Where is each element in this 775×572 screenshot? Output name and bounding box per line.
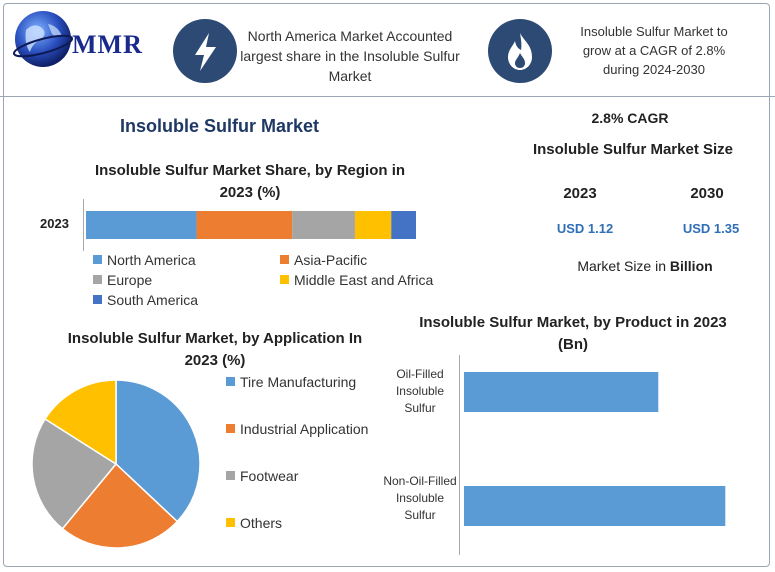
legend-item-asia-pacific: Asia-Pacific [280, 252, 367, 268]
legend-label: North America [107, 252, 196, 268]
legend-label: South America [107, 292, 199, 308]
year-2030-label: 2030 [690, 185, 724, 202]
legend-label: Europe [107, 272, 153, 288]
legend-label: Middle East and Africa [294, 272, 434, 288]
legend-swatch [93, 295, 102, 304]
bar-segment-europe [292, 211, 355, 239]
legend-label: Industrial Application [240, 421, 369, 437]
year-2023-label: 2023 [563, 185, 597, 202]
legend-swatch [93, 275, 102, 284]
region-chart-title: Insoluble Sulfur Market Share, by Region… [94, 162, 406, 201]
product-bar-oil-filled-insoluble-sulfur [464, 372, 659, 412]
pie-slice-others [44, 379, 117, 466]
globe-logo-icon [12, 11, 74, 67]
flame-icon [488, 19, 552, 83]
bar-segment-middle-east-and-africa [354, 211, 392, 239]
legend-item-industrial-application: Industrial Application [226, 421, 368, 437]
legend-swatch [226, 424, 235, 433]
unit-bold: Billion [669, 258, 713, 274]
product-bar-non-oil-filled-insoluble-sulfur [464, 486, 726, 526]
market-size-2023-value: USD 1.12 [556, 221, 614, 236]
legend-label: Tire Manufacturing [240, 374, 357, 390]
market-size-unit-note: Market Size in Billion [550, 258, 740, 274]
application-pie-chart [31, 379, 201, 549]
region-chart-axis [83, 199, 84, 251]
bar-segment-asia-pacific [196, 211, 293, 239]
highlight-text-2: Insoluble Sulfur Market to grow at a CAG… [580, 24, 728, 77]
product-chart-axis [459, 355, 460, 555]
legend-item-europe: Europe [93, 272, 152, 288]
bar-segment-north-america [86, 211, 197, 239]
legend-label: Others [240, 515, 283, 531]
market-size-title: Insoluble Sulfur Market Size [532, 141, 734, 158]
legend-item-north-america: North America [93, 252, 196, 268]
pie-slice-industrial-application [61, 462, 179, 549]
legend-swatch [280, 275, 289, 284]
legend-swatch [226, 471, 235, 480]
legend-item-tire-manufacturing: Tire Manufacturing [226, 374, 356, 390]
legend-swatch [226, 518, 235, 527]
pie-slice-tire-manufacturing [115, 379, 201, 523]
main-title: Insoluble Sulfur Market [120, 116, 320, 136]
legend-swatch [93, 255, 102, 264]
product-category-label-oil-filled: Oil-Filled Insoluble Sulfur [395, 367, 445, 415]
legend-label: Asia-Pacific [294, 252, 368, 268]
legend-item-others: Others [226, 515, 282, 531]
region-stacked-bar [86, 211, 416, 239]
legend-item-south-america: South America [93, 292, 198, 308]
cagr-label: 2.8% CAGR [591, 110, 669, 126]
product-bar-chart [464, 372, 726, 526]
legend-item-middle-east-and-africa: Middle East and Africa [280, 272, 433, 288]
unit-prefix: Market Size in [577, 258, 670, 274]
legend-swatch [280, 255, 289, 264]
bar-segment-south-america [391, 211, 416, 239]
lightning-bolt-icon [173, 19, 237, 83]
highlight-text-1: North America Market Accounted largest s… [240, 28, 460, 84]
legend-swatch [226, 377, 235, 386]
region-chart-category-label: 2023 [40, 216, 69, 231]
header-divider [0, 96, 775, 97]
legend-label: Footwear [240, 468, 299, 484]
legend-item-footwear: Footwear [226, 468, 298, 484]
product-chart-title: Insoluble Sulfur Market, by Product in 2… [419, 314, 727, 353]
pie-slice-footwear [31, 417, 118, 530]
logo-text: MMR [72, 30, 143, 59]
application-chart-title: Insoluble Sulfur Market, by Application … [67, 330, 363, 369]
product-category-label-non-oil-filled: Non-Oil-Filled Insoluble Sulfur [383, 474, 457, 522]
market-size-2030-value: USD 1.35 [682, 221, 740, 236]
